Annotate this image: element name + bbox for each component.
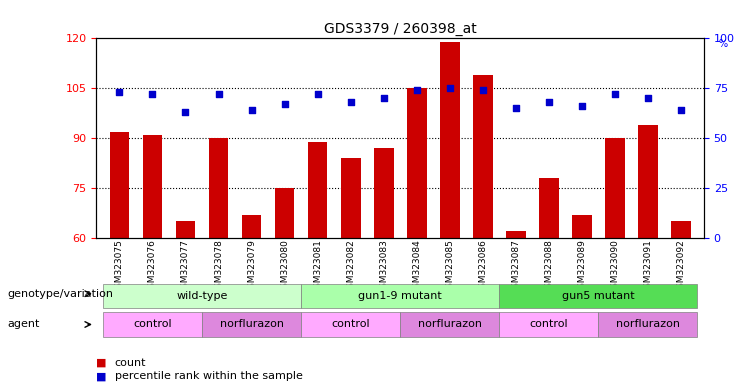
Point (213, 91, 225, 98)
Bar (506, 232, 525, 238)
Bar (439, 42, 459, 238)
Point (576, 103, 588, 109)
Point (609, 91, 621, 98)
Text: GSM323087: GSM323087 (511, 240, 520, 295)
Point (510, 105, 522, 111)
FancyBboxPatch shape (301, 313, 400, 336)
Text: GSM323075: GSM323075 (115, 240, 124, 295)
Text: norflurazon: norflurazon (219, 319, 284, 329)
Text: GSM323082: GSM323082 (346, 240, 355, 295)
Text: wild-type: wild-type (176, 291, 227, 301)
Bar (373, 148, 393, 238)
Bar (308, 142, 328, 238)
Point (543, 99, 555, 105)
FancyBboxPatch shape (103, 313, 202, 336)
Text: GSM323077: GSM323077 (181, 240, 190, 295)
Point (444, 85, 456, 91)
Text: GSM323081: GSM323081 (313, 240, 322, 295)
Point (476, 87, 488, 93)
Point (245, 107, 257, 113)
Bar (176, 222, 196, 238)
Text: percentile rank within the sample: percentile rank within the sample (115, 371, 303, 381)
Text: GSM323085: GSM323085 (445, 240, 454, 295)
Text: control: control (133, 319, 172, 329)
Bar (671, 222, 691, 238)
Text: GSM323084: GSM323084 (412, 240, 421, 295)
Bar (275, 188, 294, 238)
Text: GSM323088: GSM323088 (544, 240, 554, 295)
Text: GSM323089: GSM323089 (577, 240, 586, 295)
FancyBboxPatch shape (499, 283, 697, 308)
Bar (473, 75, 493, 238)
Text: control: control (529, 319, 568, 329)
Text: ■: ■ (96, 358, 107, 368)
Bar (209, 138, 228, 238)
Point (345, 99, 356, 105)
Point (642, 95, 654, 101)
Text: GSM323092: GSM323092 (677, 240, 685, 295)
Bar (341, 158, 361, 238)
Text: %: % (719, 39, 728, 49)
Point (147, 91, 159, 98)
Text: gun1-9 mutant: gun1-9 mutant (358, 291, 442, 301)
Text: GSM323086: GSM323086 (478, 240, 487, 295)
FancyBboxPatch shape (598, 313, 697, 336)
Text: control: control (331, 319, 370, 329)
Text: GSM323076: GSM323076 (148, 240, 157, 295)
Point (411, 87, 422, 93)
Bar (605, 138, 625, 238)
Bar (142, 135, 162, 238)
Point (312, 91, 324, 98)
Bar (572, 215, 591, 238)
Title: GDS3379 / 260398_at: GDS3379 / 260398_at (324, 22, 476, 36)
Bar (407, 88, 427, 238)
Text: GSM323091: GSM323091 (643, 240, 652, 295)
Text: GSM323080: GSM323080 (280, 240, 289, 295)
Text: agent: agent (7, 319, 40, 329)
Text: genotype/variation: genotype/variation (7, 289, 113, 299)
Text: GSM323078: GSM323078 (214, 240, 223, 295)
Text: count: count (115, 358, 147, 368)
Text: GSM323083: GSM323083 (379, 240, 388, 295)
Point (675, 107, 687, 113)
Bar (638, 125, 658, 238)
Text: GSM323079: GSM323079 (247, 240, 256, 295)
Text: norflurazon: norflurazon (418, 319, 482, 329)
Point (113, 89, 125, 95)
Text: ■: ■ (96, 371, 107, 381)
FancyBboxPatch shape (400, 313, 499, 336)
FancyBboxPatch shape (103, 283, 301, 308)
FancyBboxPatch shape (499, 313, 598, 336)
FancyBboxPatch shape (202, 313, 301, 336)
Point (179, 109, 191, 115)
Text: gun5 mutant: gun5 mutant (562, 291, 634, 301)
Bar (110, 132, 130, 238)
Point (279, 101, 290, 108)
Text: norflurazon: norflurazon (616, 319, 679, 329)
Bar (539, 178, 559, 238)
FancyBboxPatch shape (301, 283, 499, 308)
Bar (242, 215, 262, 238)
Point (378, 95, 390, 101)
Text: GSM323090: GSM323090 (611, 240, 619, 295)
